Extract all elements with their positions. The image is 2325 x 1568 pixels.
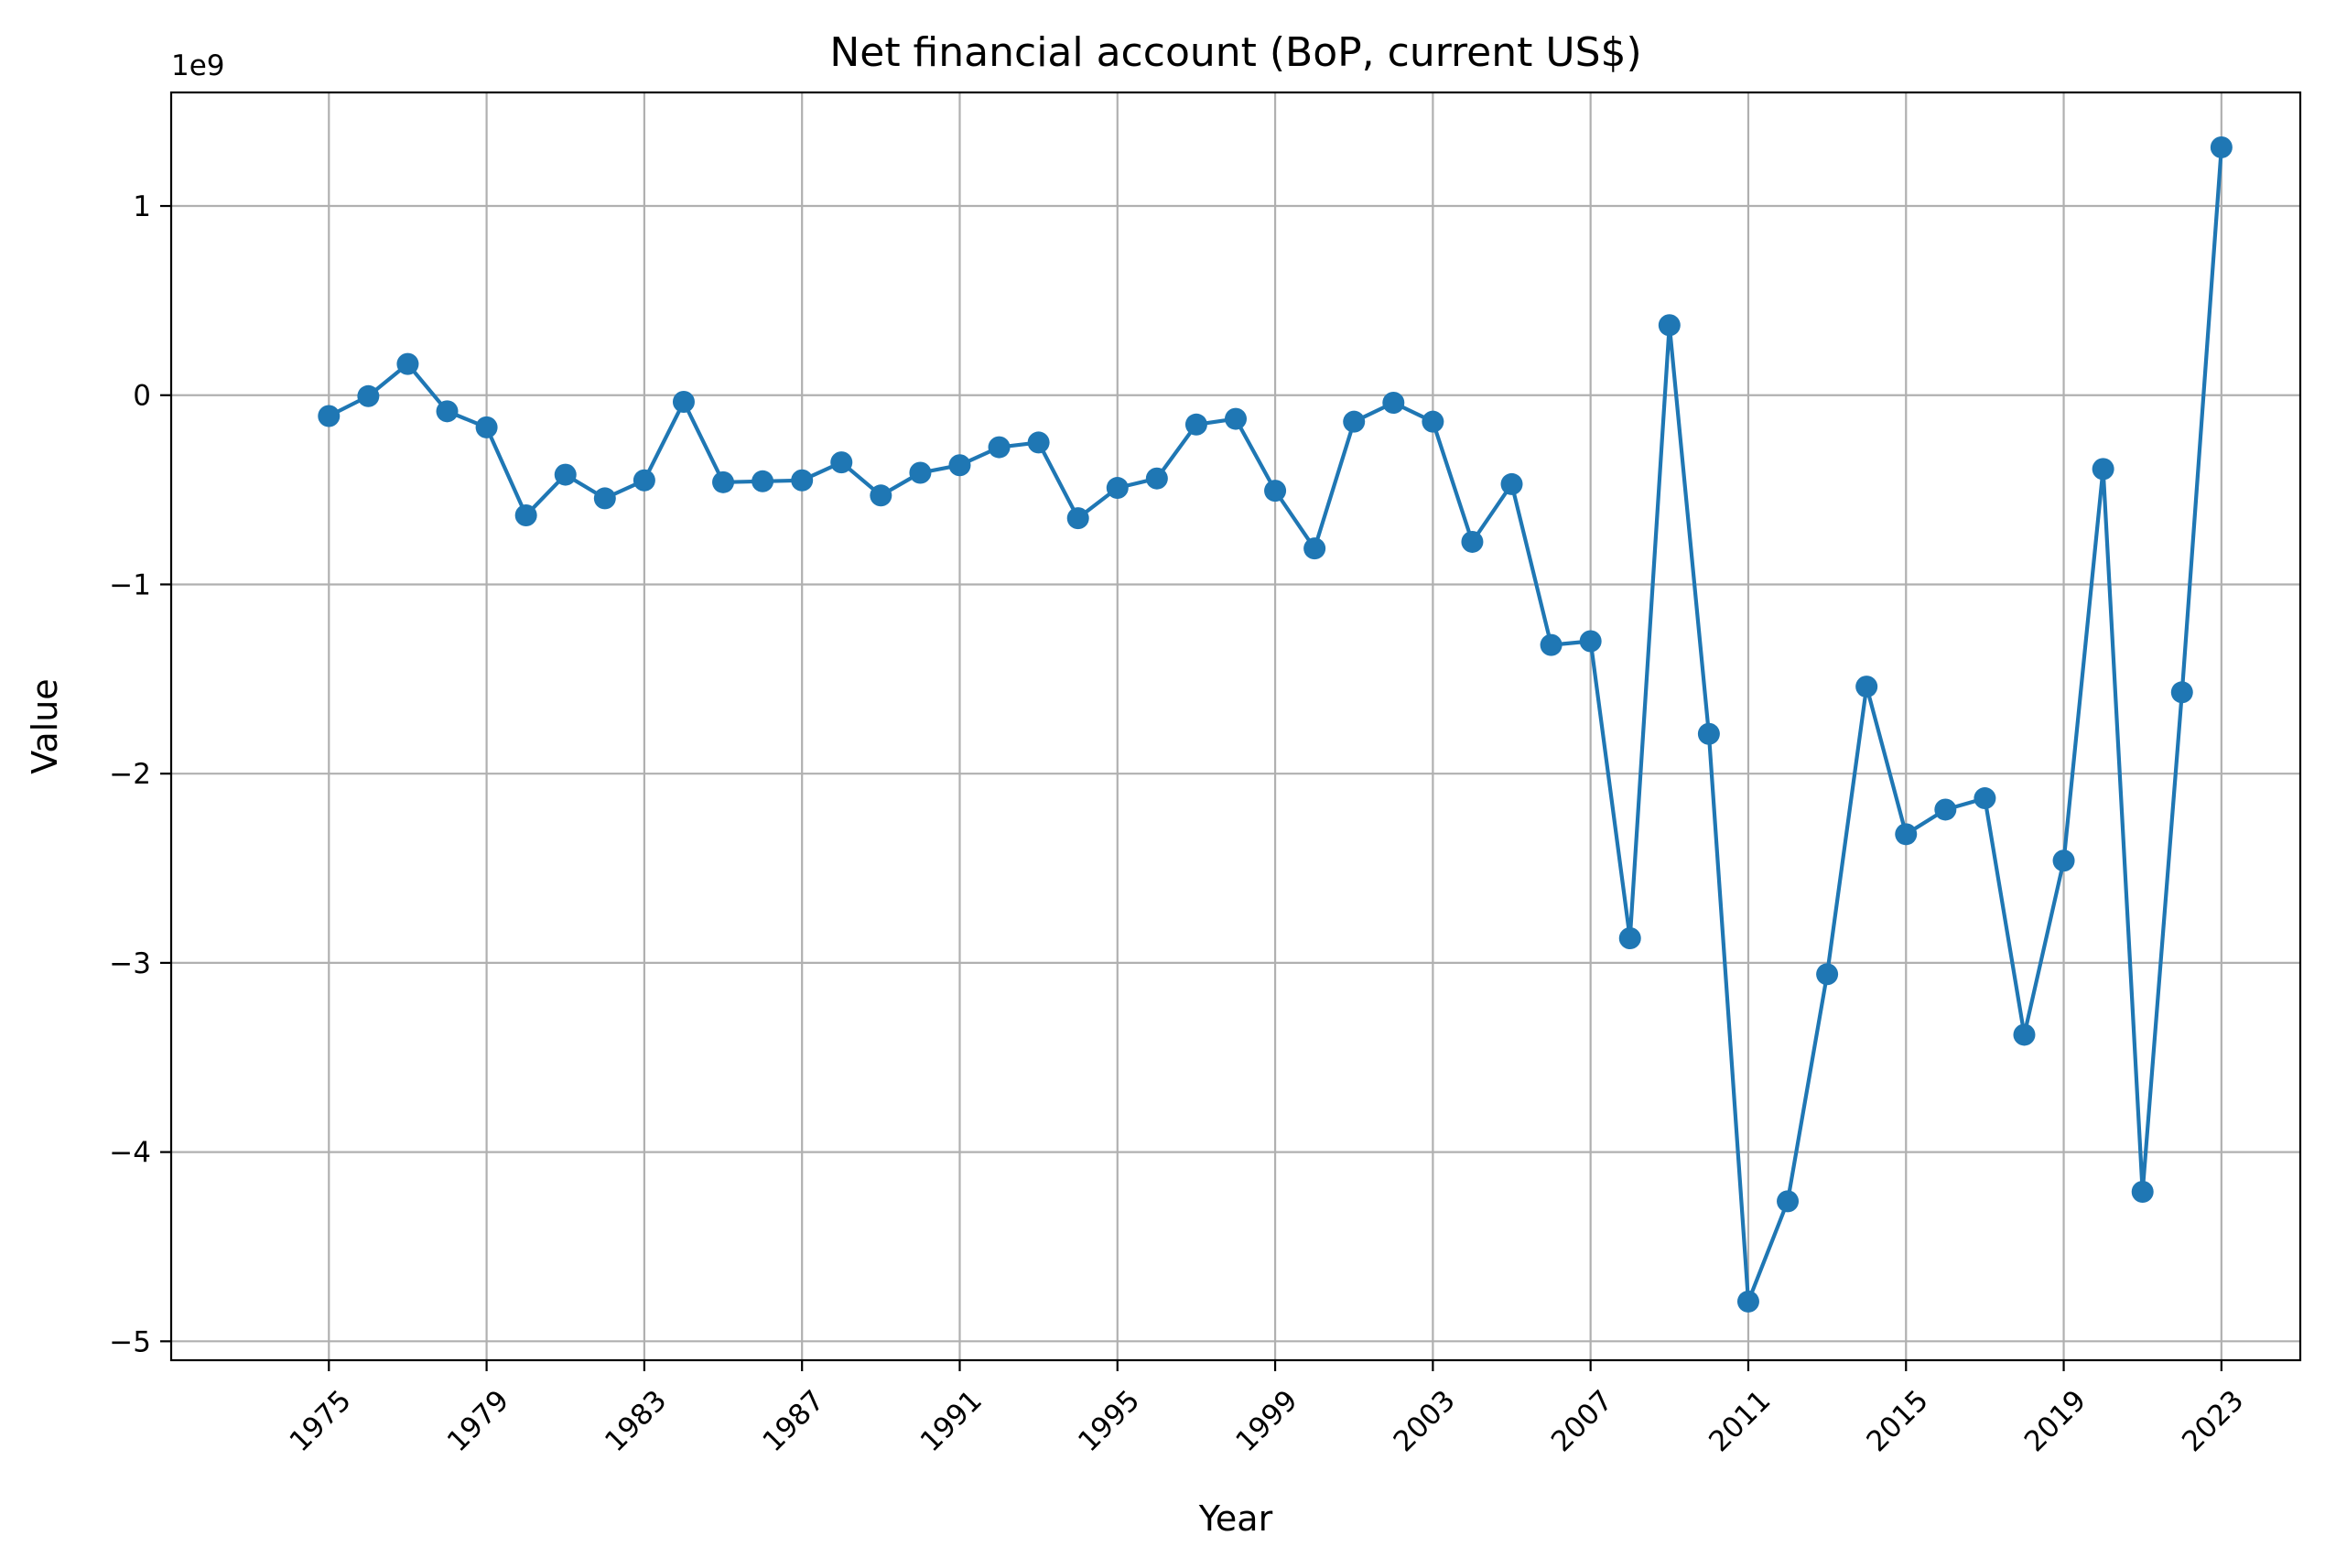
data-point	[593, 487, 616, 510]
data-point	[1540, 633, 1563, 656]
data-point	[554, 463, 577, 486]
y-tick-label: −4	[109, 1137, 151, 1170]
x-tick-label: 2011	[1703, 1384, 1777, 1458]
data-point	[1974, 787, 1996, 810]
x-tick-label: 1975	[284, 1384, 358, 1458]
data-point	[1382, 392, 1405, 415]
data-point	[1303, 537, 1326, 560]
data-point	[1934, 798, 1957, 821]
data-point	[2131, 1181, 2154, 1204]
x-tick-label: 1983	[599, 1384, 673, 1458]
x-tick-label: 1999	[1229, 1384, 1303, 1458]
data-point	[1343, 410, 1366, 433]
data-point	[1066, 507, 1089, 530]
x-tick-label: 2015	[1861, 1384, 1935, 1458]
data-point	[1264, 480, 1287, 503]
data-point	[2013, 1023, 2036, 1046]
y-tick-label: −5	[109, 1325, 151, 1358]
data-point	[1736, 1290, 1759, 1313]
data-point	[948, 454, 971, 477]
plot-frame	[169, 91, 2302, 1362]
data-point	[357, 384, 380, 407]
data-point	[909, 461, 932, 484]
chart-title: Net financial account (BoP, current US$)	[829, 29, 1641, 76]
data-point	[436, 400, 459, 423]
data-point	[1855, 676, 1878, 698]
data-point	[791, 469, 814, 492]
data-point	[396, 352, 419, 375]
data-point	[2052, 849, 2075, 872]
x-tick-label: 1991	[914, 1384, 989, 1458]
data-point	[988, 436, 1011, 459]
x-axis-label: Year	[1198, 1498, 1273, 1539]
x-tick-label: 2019	[2018, 1384, 2092, 1458]
data-point	[2092, 458, 2114, 481]
y-tick-label: 1	[133, 190, 151, 223]
y-axis-label: Value	[25, 678, 65, 773]
data-point	[672, 390, 695, 413]
grid	[171, 92, 2300, 1360]
data-point	[752, 470, 774, 492]
y-axis: −5 −4 −3 −2 −1 0 1	[109, 190, 171, 1358]
data-point	[633, 469, 655, 492]
data-point	[1777, 1190, 1800, 1213]
data-point	[1422, 410, 1444, 433]
y-tick-label: −3	[109, 947, 151, 980]
data-point	[712, 470, 735, 493]
data-point	[830, 451, 853, 474]
data-point	[1225, 407, 1247, 430]
x-tick-label: 2007	[1545, 1384, 1619, 1458]
data-point	[475, 416, 498, 438]
data-point	[1697, 722, 1720, 745]
y-tick-label: 0	[133, 380, 151, 413]
data-point	[1658, 314, 1681, 337]
data-point	[1027, 431, 1050, 454]
x-tick-label: 1995	[1072, 1384, 1146, 1458]
data-point	[2210, 135, 2233, 158]
y-tick-label: −1	[109, 568, 151, 601]
x-axis: 1975 1979 1983 1987 1991 1995 1999 2003 2007 2011…	[284, 1360, 2250, 1458]
y-tick-label: −2	[109, 758, 151, 791]
data-point	[870, 484, 892, 507]
data-point	[1500, 472, 1523, 495]
x-tick-label: 2023	[2176, 1384, 2250, 1458]
data-point	[1579, 630, 1602, 653]
data-point	[1106, 477, 1129, 500]
data-point	[1618, 927, 1641, 950]
x-tick-label: 2003	[1388, 1384, 1462, 1458]
data-point	[1816, 963, 1839, 986]
x-tick-label: 1987	[756, 1384, 830, 1458]
data-point	[318, 405, 341, 427]
data-point	[2170, 681, 2193, 704]
x-tick-label: 1979	[441, 1384, 515, 1458]
data-point	[1461, 530, 1484, 553]
series	[318, 135, 2233, 1313]
data-point	[1184, 413, 1207, 436]
data-point	[1895, 823, 1918, 846]
data-point	[514, 504, 537, 527]
data-point	[1145, 467, 1168, 490]
y-offset-label: 1e9	[171, 49, 225, 82]
